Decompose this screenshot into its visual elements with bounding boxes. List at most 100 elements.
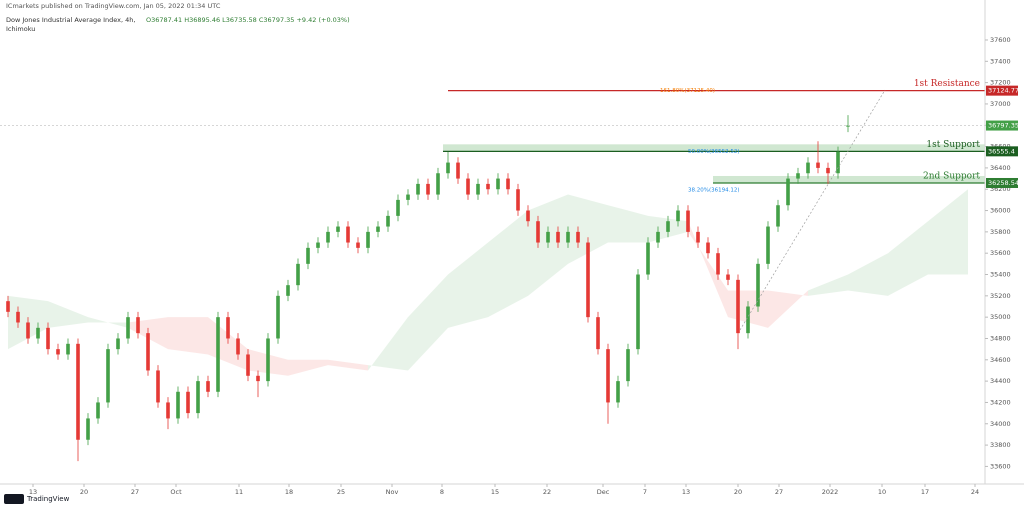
candle-body — [596, 317, 600, 350]
candle-body — [806, 162, 810, 174]
candle-body — [146, 333, 150, 371]
x-tick-label: 27 — [131, 488, 139, 496]
price-badge-label: 36555.4 — [988, 147, 1015, 155]
candle-body — [416, 183, 420, 195]
candle-body — [186, 391, 190, 414]
brand: TradingView — [26, 495, 70, 503]
candle-body — [306, 247, 310, 264]
symbol: Dow Jones Industrial Average Index, 4h, — [6, 16, 136, 24]
indicator: Ichimoku — [6, 25, 35, 33]
candle-body — [826, 167, 830, 174]
y-tick-label: 36200 — [990, 185, 1011, 193]
candle-body — [746, 306, 750, 334]
x-tick-label: 20 — [80, 488, 88, 496]
candle-body — [796, 173, 800, 179]
cloud-segment — [928, 189, 968, 275]
y-tick-label: 37400 — [990, 57, 1011, 65]
x-tick-label: 24 — [971, 488, 979, 496]
cloud-segment — [768, 290, 808, 328]
x-tick-label: 8 — [440, 488, 444, 496]
candle-body — [126, 317, 130, 339]
y-tick-label: 35600 — [990, 249, 1011, 257]
x-tick-label: 10 — [878, 488, 886, 496]
candle-body — [26, 322, 30, 339]
candle-body — [846, 125, 850, 127]
y-tick-label: 35200 — [990, 292, 1011, 300]
y-tick-label: 33800 — [990, 441, 1011, 449]
publisher: ICmarkets published on TradingView.com, … — [6, 2, 221, 10]
y-tick-label: 34600 — [990, 356, 1011, 364]
y-tick-label: 35000 — [990, 313, 1011, 321]
x-tick-label: 15 — [491, 488, 499, 496]
x-tick-label: 20 — [734, 488, 742, 496]
cloud-segment — [488, 210, 528, 318]
y-tick-label: 33600 — [990, 462, 1011, 470]
candle-body — [236, 338, 240, 355]
candle-body — [586, 242, 590, 318]
cloud-segment — [168, 317, 208, 355]
y-tick-label: 37600 — [990, 36, 1011, 44]
candle-body — [196, 381, 200, 414]
fib-label: 161.80%(37125.40) — [660, 88, 715, 94]
cloud-segment — [408, 274, 448, 371]
candle-body — [46, 327, 50, 350]
candle-body — [576, 231, 580, 243]
candle-body — [176, 391, 180, 419]
candle-body — [676, 210, 680, 222]
candle-body — [786, 178, 790, 206]
candle-body — [776, 205, 780, 227]
candle-body — [316, 242, 320, 248]
candle-body — [606, 349, 610, 403]
x-tick-label: 17 — [921, 488, 929, 496]
y-tick-label: 37000 — [990, 100, 1011, 108]
candle-body — [656, 231, 660, 243]
candle-body — [566, 231, 570, 243]
candle-body — [106, 349, 110, 403]
candle-body — [386, 215, 390, 227]
candle-body — [266, 338, 270, 382]
support-zone — [713, 175, 985, 183]
candle-body — [356, 242, 360, 248]
candle-body — [346, 226, 350, 243]
cloud-segment — [848, 253, 888, 296]
candle-body — [686, 210, 690, 232]
trend-line — [739, 89, 886, 331]
candle-body — [756, 263, 760, 307]
candle-body — [646, 242, 650, 275]
x-tick-label: 13 — [682, 488, 690, 496]
candle-body — [696, 231, 700, 243]
candle-body — [716, 253, 720, 275]
candle-body — [836, 151, 840, 174]
candle-body — [526, 210, 530, 222]
y-tick-label: 36000 — [990, 207, 1011, 215]
candle-body — [376, 226, 380, 232]
candle-body — [226, 317, 230, 339]
candle-body — [816, 162, 820, 168]
fib-label: 50.00%(36552.52) — [688, 149, 740, 155]
price-badge — [986, 177, 1018, 188]
candle-body — [736, 279, 740, 334]
price-badge — [986, 85, 1018, 96]
price-badge — [986, 120, 1018, 131]
candle-body — [156, 370, 160, 403]
level-name: 1st Resistance — [914, 79, 980, 89]
x-tick-label: 13 — [29, 488, 37, 496]
level-name: 1st Support — [926, 140, 980, 150]
candle-body — [456, 162, 460, 179]
candle-body — [136, 317, 140, 334]
x-tick-label: 22 — [543, 488, 551, 496]
cloud-segment — [608, 205, 648, 243]
candle-body — [256, 375, 260, 382]
candle-body — [446, 162, 450, 174]
y-tick-label: 34800 — [990, 334, 1011, 342]
candle-body — [36, 327, 40, 339]
candle-body — [706, 242, 710, 254]
support-zone — [443, 144, 985, 152]
candle-body — [16, 311, 20, 323]
candle-body — [406, 194, 410, 200]
cloud-segment — [48, 301, 88, 328]
candle-body — [616, 381, 620, 403]
brand-logo — [4, 494, 24, 504]
candle-body — [516, 189, 520, 211]
